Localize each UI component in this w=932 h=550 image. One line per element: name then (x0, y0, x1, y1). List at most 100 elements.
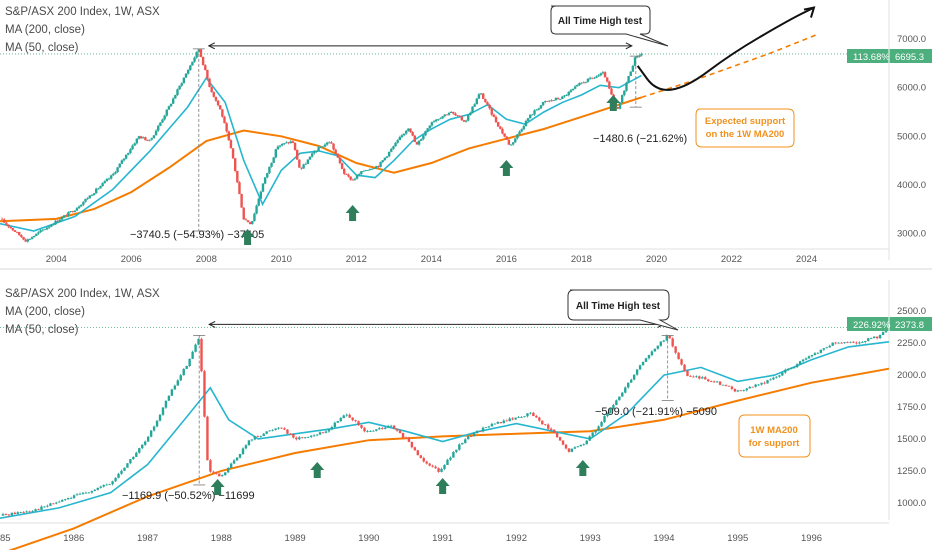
top-candle (548, 100, 551, 102)
top-candle (109, 175, 113, 179)
bottom-candle (185, 366, 188, 369)
top-candle (345, 173, 348, 175)
top-candle (640, 53, 643, 56)
top-candle (396, 140, 399, 143)
bottom-candle (739, 390, 743, 392)
top-candle (62, 215, 66, 218)
bottom-candle (425, 461, 428, 464)
top-candle (191, 61, 194, 66)
top-candle (184, 73, 188, 78)
top-candle (398, 137, 402, 141)
top-candle (561, 96, 564, 99)
top-y-tick: 4000.0 (897, 180, 926, 191)
top-candle (212, 92, 216, 97)
top-candle (469, 112, 472, 116)
top-candle (146, 140, 149, 142)
bottom-candle (123, 467, 126, 471)
top-candle (167, 106, 171, 110)
top-candle (629, 71, 632, 76)
bottom-candle (81, 492, 85, 494)
bottom-badge-value: 2373.8 (895, 320, 924, 331)
bottom-candle (434, 466, 437, 469)
bottom-candle (609, 408, 612, 413)
top-candle (535, 109, 538, 111)
top-candle (37, 232, 40, 234)
bottom-x-tick: 1992 (506, 533, 527, 544)
bottom-candle (268, 430, 271, 432)
bottom-ma200-layer (8, 367, 890, 550)
bottom-candle (10, 512, 14, 516)
bottom-candle (464, 439, 467, 444)
top-candle (400, 135, 404, 138)
top-candle (601, 72, 605, 74)
bottom-candle (209, 460, 212, 472)
bottom-candle (603, 416, 606, 423)
top-candle (11, 228, 15, 231)
bottom-candle (529, 412, 532, 414)
top-ma200-line (0, 96, 642, 223)
bottom-candle (188, 358, 191, 367)
bottom-candle (852, 341, 855, 343)
top-x-tick: 2004 (46, 254, 67, 265)
bottom-candle (167, 395, 171, 401)
top-candle (328, 142, 331, 144)
top-candle (390, 148, 393, 152)
top-candle (479, 93, 483, 95)
bottom-candle (778, 375, 781, 377)
bottom-candle (784, 369, 787, 373)
bottom-candle (117, 473, 120, 478)
bottom-candle (274, 428, 277, 430)
bottom-candle (469, 436, 473, 437)
top-candle (47, 226, 51, 228)
top-candle (95, 188, 98, 194)
bottom-candle (114, 477, 117, 482)
top-candle (343, 168, 346, 174)
bottom-candle (668, 335, 671, 339)
bottom-candle (520, 417, 523, 418)
bottom-candle (25, 511, 28, 513)
bottom-candle (555, 432, 559, 438)
bottom-candle (443, 464, 446, 469)
bottom-candle (864, 341, 867, 343)
bottom-legend-ma200: MA (200, close) (5, 306, 85, 318)
top-support-arrow-2 (499, 160, 514, 176)
top-candle (531, 114, 534, 116)
bottom-candle (638, 365, 642, 370)
top-candle (261, 183, 265, 192)
bottom-candle (707, 379, 710, 382)
bottom-candle (395, 428, 399, 431)
bottom-candle (173, 385, 177, 390)
top-expected-support-line (641, 33, 818, 99)
top-candle (394, 142, 397, 147)
bottom-candle (289, 433, 292, 435)
bottom-candle (333, 422, 337, 428)
bottom-legend-ma50: MA (50, close) (5, 324, 79, 336)
top-candle (103, 181, 106, 184)
top-candle (475, 98, 478, 105)
bottom-candle (526, 413, 529, 417)
bottom-candle (348, 414, 351, 418)
bottom-candle (772, 377, 775, 380)
bottom-candle (19, 512, 22, 513)
bottom-candle (627, 382, 630, 388)
bottom-candle (259, 435, 262, 437)
bottom-candle (588, 436, 591, 441)
bottom-candle (795, 364, 799, 368)
top-candle (112, 173, 115, 176)
bottom-y-tick: 2250.0 (897, 338, 926, 349)
bottom-candle (179, 375, 182, 381)
top-candle (13, 230, 17, 232)
top-candle (142, 137, 145, 139)
top-candle (152, 135, 156, 139)
top-candle (189, 65, 192, 71)
bottom-candle (606, 412, 609, 417)
top-candle (473, 104, 476, 107)
bottom-candle (286, 429, 289, 434)
top-candle (471, 106, 474, 113)
bottom-candle (807, 356, 811, 359)
top-projection-arrowhead (803, 6, 816, 18)
bottom-candle (813, 353, 817, 355)
bottom-candle (381, 428, 384, 429)
top-support-arrow-1 (345, 205, 360, 221)
bottom-candle (532, 412, 535, 417)
